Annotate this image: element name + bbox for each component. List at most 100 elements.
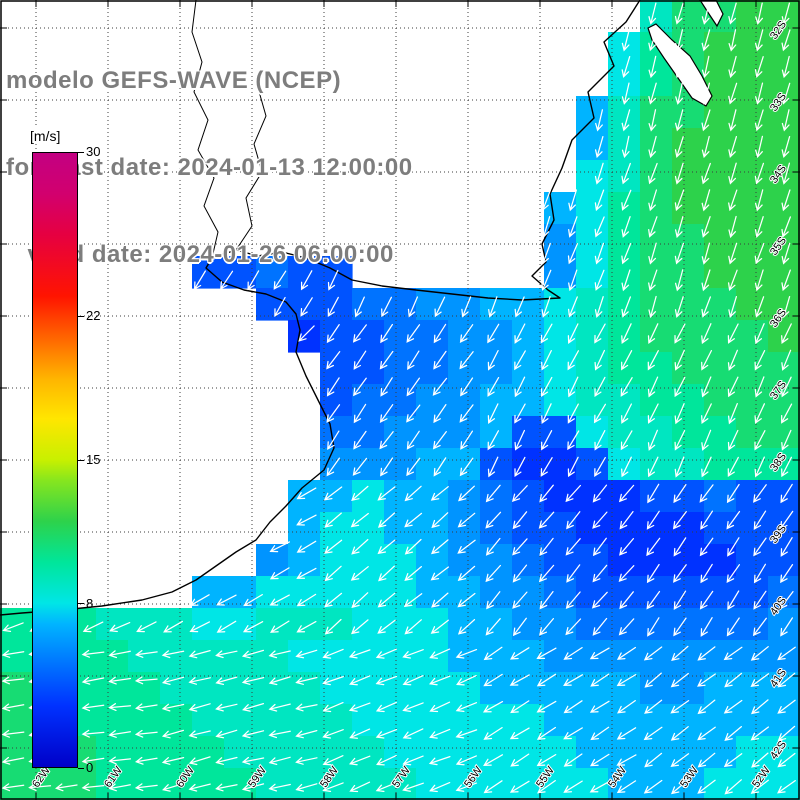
direction-arrow [296, 593, 317, 607]
direction-arrow [1, 783, 25, 792]
direction-arrow [701, 216, 711, 238]
direction-arrow [541, 349, 552, 371]
direction-arrow [353, 377, 367, 397]
wave-cell [480, 352, 513, 385]
wave-cell [736, 512, 769, 545]
wave-cell [384, 480, 417, 513]
direction-arrow [621, 296, 632, 318]
direction-arrow [723, 753, 743, 768]
direction-arrow [215, 756, 238, 765]
direction-arrow [621, 216, 631, 238]
direction-arrow [324, 539, 343, 554]
wave-cell [736, 0, 769, 33]
direction-arrow [379, 431, 394, 450]
wave-cell [448, 448, 481, 481]
direction-arrow [619, 591, 634, 610]
wave-cell [704, 736, 737, 769]
wave-cell [768, 768, 800, 800]
direction-arrow [1, 756, 25, 765]
wave-cell [288, 512, 321, 545]
direction-arrow [220, 270, 234, 290]
direction-arrow [541, 296, 551, 318]
direction-arrow [728, 162, 737, 185]
direction-arrow [376, 754, 397, 766]
direction-arrow [163, 620, 184, 633]
direction-arrow [648, 269, 658, 292]
wave-cell [352, 768, 385, 800]
direction-arrow [81, 729, 105, 738]
wave-cell [736, 352, 769, 385]
wave-cell [768, 544, 800, 577]
direction-arrow [322, 701, 344, 713]
wave-cell [448, 640, 481, 673]
wave-cell [608, 640, 641, 673]
direction-arrow [541, 403, 552, 424]
direction-arrow [483, 780, 503, 794]
direction-arrow [487, 403, 499, 424]
wave-cell [384, 576, 417, 609]
wave-cell [128, 704, 161, 737]
direction-arrow [512, 564, 528, 583]
direction-arrow [565, 538, 581, 556]
wave-cell [384, 416, 417, 449]
wave-cell [736, 224, 769, 257]
wave-cell [416, 416, 449, 449]
direction-arrow [781, 216, 792, 238]
direction-arrow [754, 323, 765, 345]
wave-cell [640, 640, 673, 673]
direction-arrow [727, 323, 739, 344]
direction-arrow [592, 511, 608, 529]
direction-arrow [565, 591, 581, 609]
wave-cell [672, 320, 705, 353]
direction-arrow [671, 645, 689, 662]
direction-arrow [781, 295, 791, 319]
direction-arrow [402, 755, 424, 766]
wave-cell [224, 704, 257, 737]
wave-cell [672, 512, 705, 545]
wave-cell [768, 608, 800, 641]
direction-arrow [322, 782, 344, 793]
wave-cell [672, 384, 705, 417]
direction-arrow [673, 483, 687, 504]
wave-cell [512, 672, 545, 705]
direction-arrow [324, 618, 342, 635]
wave-cell [608, 320, 641, 353]
direction-arrow [428, 755, 451, 766]
wave-cell [704, 448, 737, 481]
direction-arrow [753, 484, 767, 503]
wave-cell [576, 352, 609, 385]
direction-arrow [188, 676, 211, 685]
direction-arrow [216, 620, 237, 633]
direction-arrow [590, 673, 610, 687]
direction-arrow [81, 649, 105, 658]
wave-cell [320, 416, 353, 449]
wave-cell [352, 672, 385, 705]
direction-arrow [675, 82, 684, 105]
wave-cell [128, 672, 161, 705]
direction-arrow [728, 55, 737, 79]
direction-arrow [434, 296, 446, 318]
direction-arrow [322, 755, 344, 766]
direction-arrow [701, 135, 710, 159]
direction-arrow [621, 135, 630, 159]
wave-cell [768, 512, 800, 545]
direction-arrow [241, 756, 265, 765]
direction-arrow [514, 296, 525, 318]
direction-arrow [241, 783, 265, 792]
direction-arrow [349, 675, 371, 686]
wave-cell [736, 96, 769, 129]
direction-arrow [780, 537, 793, 557]
wave-cell [736, 544, 769, 577]
direction-arrow [701, 189, 711, 212]
direction-arrow [724, 779, 742, 795]
direction-arrow [673, 590, 687, 610]
wave-cell [672, 224, 705, 257]
direction-arrow [701, 29, 711, 52]
direction-arrow [379, 350, 394, 370]
wave-cell [0, 736, 33, 769]
direction-arrow [755, 2, 764, 25]
wave-cell [608, 160, 641, 193]
direction-arrow [565, 618, 582, 636]
direction-arrow [108, 676, 132, 685]
